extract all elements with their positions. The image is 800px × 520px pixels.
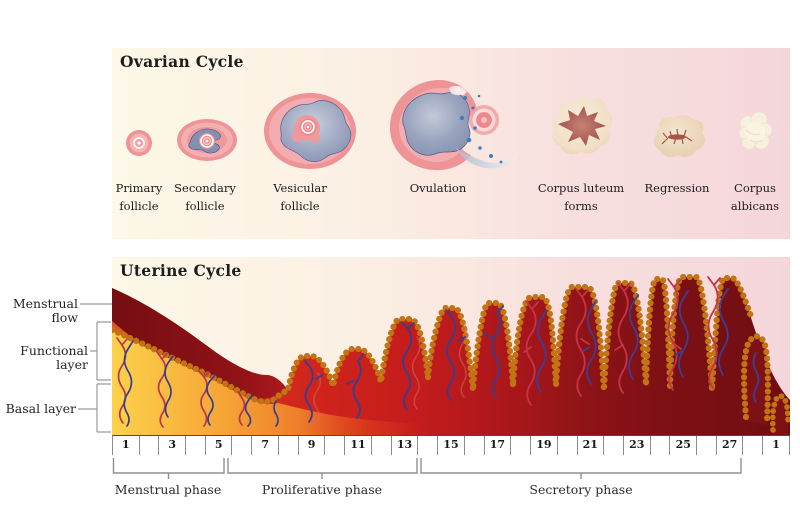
follicular-fluid-droplets bbox=[459, 94, 503, 164]
day-cell: 3 bbox=[159, 436, 187, 455]
ovulation-illustration bbox=[389, 80, 519, 171]
label-proliferative-phase: Proliferative phase bbox=[261, 482, 383, 497]
uterine-panel-title: Uterine Cycle bbox=[120, 261, 242, 280]
day-cell-spacer bbox=[186, 436, 206, 455]
regression-illustration bbox=[653, 115, 705, 158]
day-cell: 7 bbox=[252, 436, 279, 455]
stage-label-secondary-follicle: Secondary follicle bbox=[174, 181, 236, 213]
day-cell: 9 bbox=[299, 436, 326, 455]
day-cell-spacer bbox=[279, 436, 299, 455]
day-cell: 27 bbox=[717, 436, 744, 455]
label-secretory-phase: Secretory phase bbox=[529, 482, 633, 497]
day-cell: 5 bbox=[206, 436, 233, 455]
day-cell-spacer bbox=[140, 436, 160, 455]
day-cell: 19 bbox=[531, 436, 558, 455]
stage-label-primary-follicle: Primary follicle bbox=[115, 181, 163, 213]
secondary-follicle-illustration bbox=[177, 119, 237, 161]
stage-label-ovulation: Ovulation bbox=[409, 181, 467, 195]
blood-vessels bbox=[116, 276, 760, 428]
label-functional-layer: Functional layer bbox=[20, 343, 88, 372]
day-scale: 1 3 5 7 9 11 13 15 17 19 21 23 25 27 1 bbox=[112, 435, 790, 455]
day-cell-spacer bbox=[743, 436, 764, 455]
secretory-phase-bracket bbox=[420, 458, 742, 479]
endometrium-illustration bbox=[112, 274, 790, 435]
proliferative-phase-bracket bbox=[227, 458, 418, 479]
vesicular-follicle-illustration bbox=[264, 93, 356, 169]
corpus-luteum-illustration bbox=[552, 97, 613, 155]
day-cell: 15 bbox=[438, 436, 465, 455]
stage-label-vesicular-follicle: Vesicular follicle bbox=[273, 181, 327, 213]
stage-label-regression: Regression bbox=[644, 181, 710, 195]
day-cell-spacer bbox=[465, 436, 485, 455]
ovarian-panel-title: Ovarian Cycle bbox=[120, 52, 244, 71]
day-cell: 1 bbox=[763, 436, 790, 455]
primary-follicle-illustration bbox=[126, 130, 152, 156]
corpus-albicans-illustration bbox=[738, 111, 772, 150]
day-cell: 13 bbox=[392, 436, 419, 455]
layer-pointer-lines bbox=[78, 303, 112, 433]
menstrual-phase-bracket bbox=[112, 458, 225, 479]
day-cell: 17 bbox=[485, 436, 512, 455]
day-cell-spacer bbox=[604, 436, 624, 455]
day-cell-spacer bbox=[418, 436, 439, 455]
day-cell: 1 bbox=[113, 436, 140, 455]
menstrual-flow-wedge bbox=[112, 288, 288, 400]
day-cell-spacer bbox=[558, 436, 578, 455]
day-cell: 21 bbox=[578, 436, 605, 455]
day-cell: 11 bbox=[345, 436, 372, 455]
basal-layer-shape bbox=[112, 331, 422, 435]
day-cell-spacer bbox=[232, 436, 253, 455]
day-cell: 25 bbox=[670, 436, 697, 455]
day-cell: 23 bbox=[624, 436, 651, 455]
uterine-cycle-panel: Uterine Cycle bbox=[112, 257, 790, 435]
day-cell-spacer bbox=[372, 436, 392, 455]
stage-label-corpus-luteum: Corpus luteum forms bbox=[537, 181, 625, 213]
label-basal-layer: Basal layer bbox=[5, 401, 76, 416]
label-menstrual-phase: Menstrual phase bbox=[114, 482, 222, 497]
stage-label-corpus-albicans: Corpus albicans bbox=[730, 181, 780, 213]
label-menstrual-flow: Menstrual flow bbox=[12, 296, 78, 325]
day-cell-spacer bbox=[697, 436, 717, 455]
day-cell-spacer bbox=[511, 436, 532, 455]
day-cell-spacer bbox=[651, 436, 671, 455]
phase-brackets bbox=[112, 458, 742, 479]
day-cell-spacer bbox=[325, 436, 346, 455]
